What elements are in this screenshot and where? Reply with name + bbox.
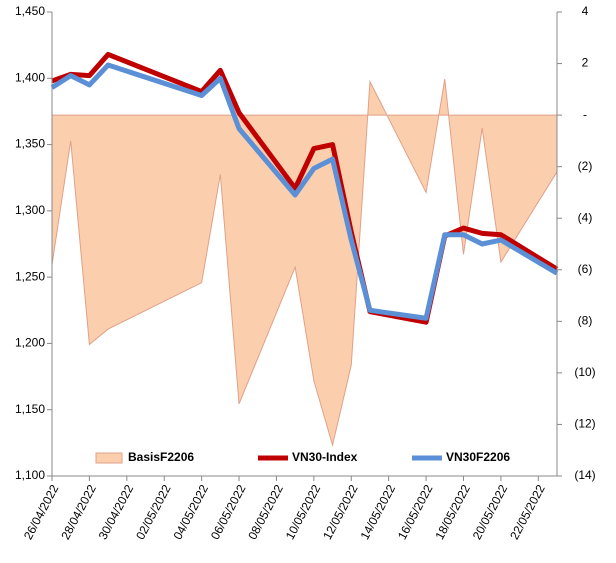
area xyxy=(51,78,558,448)
x-tick-label: 08/05/2022 xyxy=(245,482,286,542)
legend-label: VN30-Index xyxy=(292,450,358,464)
x-tick-label: 28/04/2022 xyxy=(58,482,99,542)
y-tick-label: 1,100 xyxy=(15,468,45,482)
x-tick-label: 04/05/2022 xyxy=(171,482,212,542)
x-tick-label: 18/05/2022 xyxy=(432,482,473,542)
x-tick-label: 10/05/2022 xyxy=(283,482,324,542)
y-tick-label: 1,350 xyxy=(15,137,45,151)
line xyxy=(50,62,559,321)
y-tick-label: 1,200 xyxy=(15,336,45,350)
x-tick-label: 16/05/2022 xyxy=(395,482,436,542)
y2-tick-label: (2) xyxy=(578,159,593,173)
x-tick-label: 06/05/2022 xyxy=(208,482,249,542)
y-tick-label: 1,300 xyxy=(15,203,45,217)
legend-label: VN30F2206 xyxy=(446,450,510,464)
y2-tick-label: (8) xyxy=(578,314,593,328)
x-tick-label: 30/04/2022 xyxy=(96,482,137,542)
x-tick-label: 26/04/2022 xyxy=(21,482,62,542)
x-tick-label: 02/05/2022 xyxy=(133,482,174,542)
legend-swatch xyxy=(95,452,123,464)
y2-tick-label: (14) xyxy=(574,468,595,482)
x-tick-label: 14/05/2022 xyxy=(358,482,399,542)
y2-tick-label: 4 xyxy=(582,4,589,18)
x-tick-label: 22/05/2022 xyxy=(507,482,548,542)
y2-tick-label: (6) xyxy=(578,262,593,276)
y-tick-label: 1,150 xyxy=(15,402,45,416)
legend-label: BasisF2206 xyxy=(128,450,194,464)
y2-tick-label: - xyxy=(583,107,587,121)
line xyxy=(51,51,559,325)
y2-tick-label: (12) xyxy=(574,417,595,431)
y2-tick-label: 2 xyxy=(582,56,589,70)
y2-tick-label: (10) xyxy=(574,365,595,379)
y-tick-label: 1,450 xyxy=(15,4,45,18)
y-tick-label: 1,400 xyxy=(15,70,45,84)
y2-tick-label: (4) xyxy=(578,210,593,224)
x-tick-label: 20/05/2022 xyxy=(470,482,511,542)
x-tick-label: 12/05/2022 xyxy=(320,482,361,542)
y-tick-label: 1,250 xyxy=(15,269,45,283)
